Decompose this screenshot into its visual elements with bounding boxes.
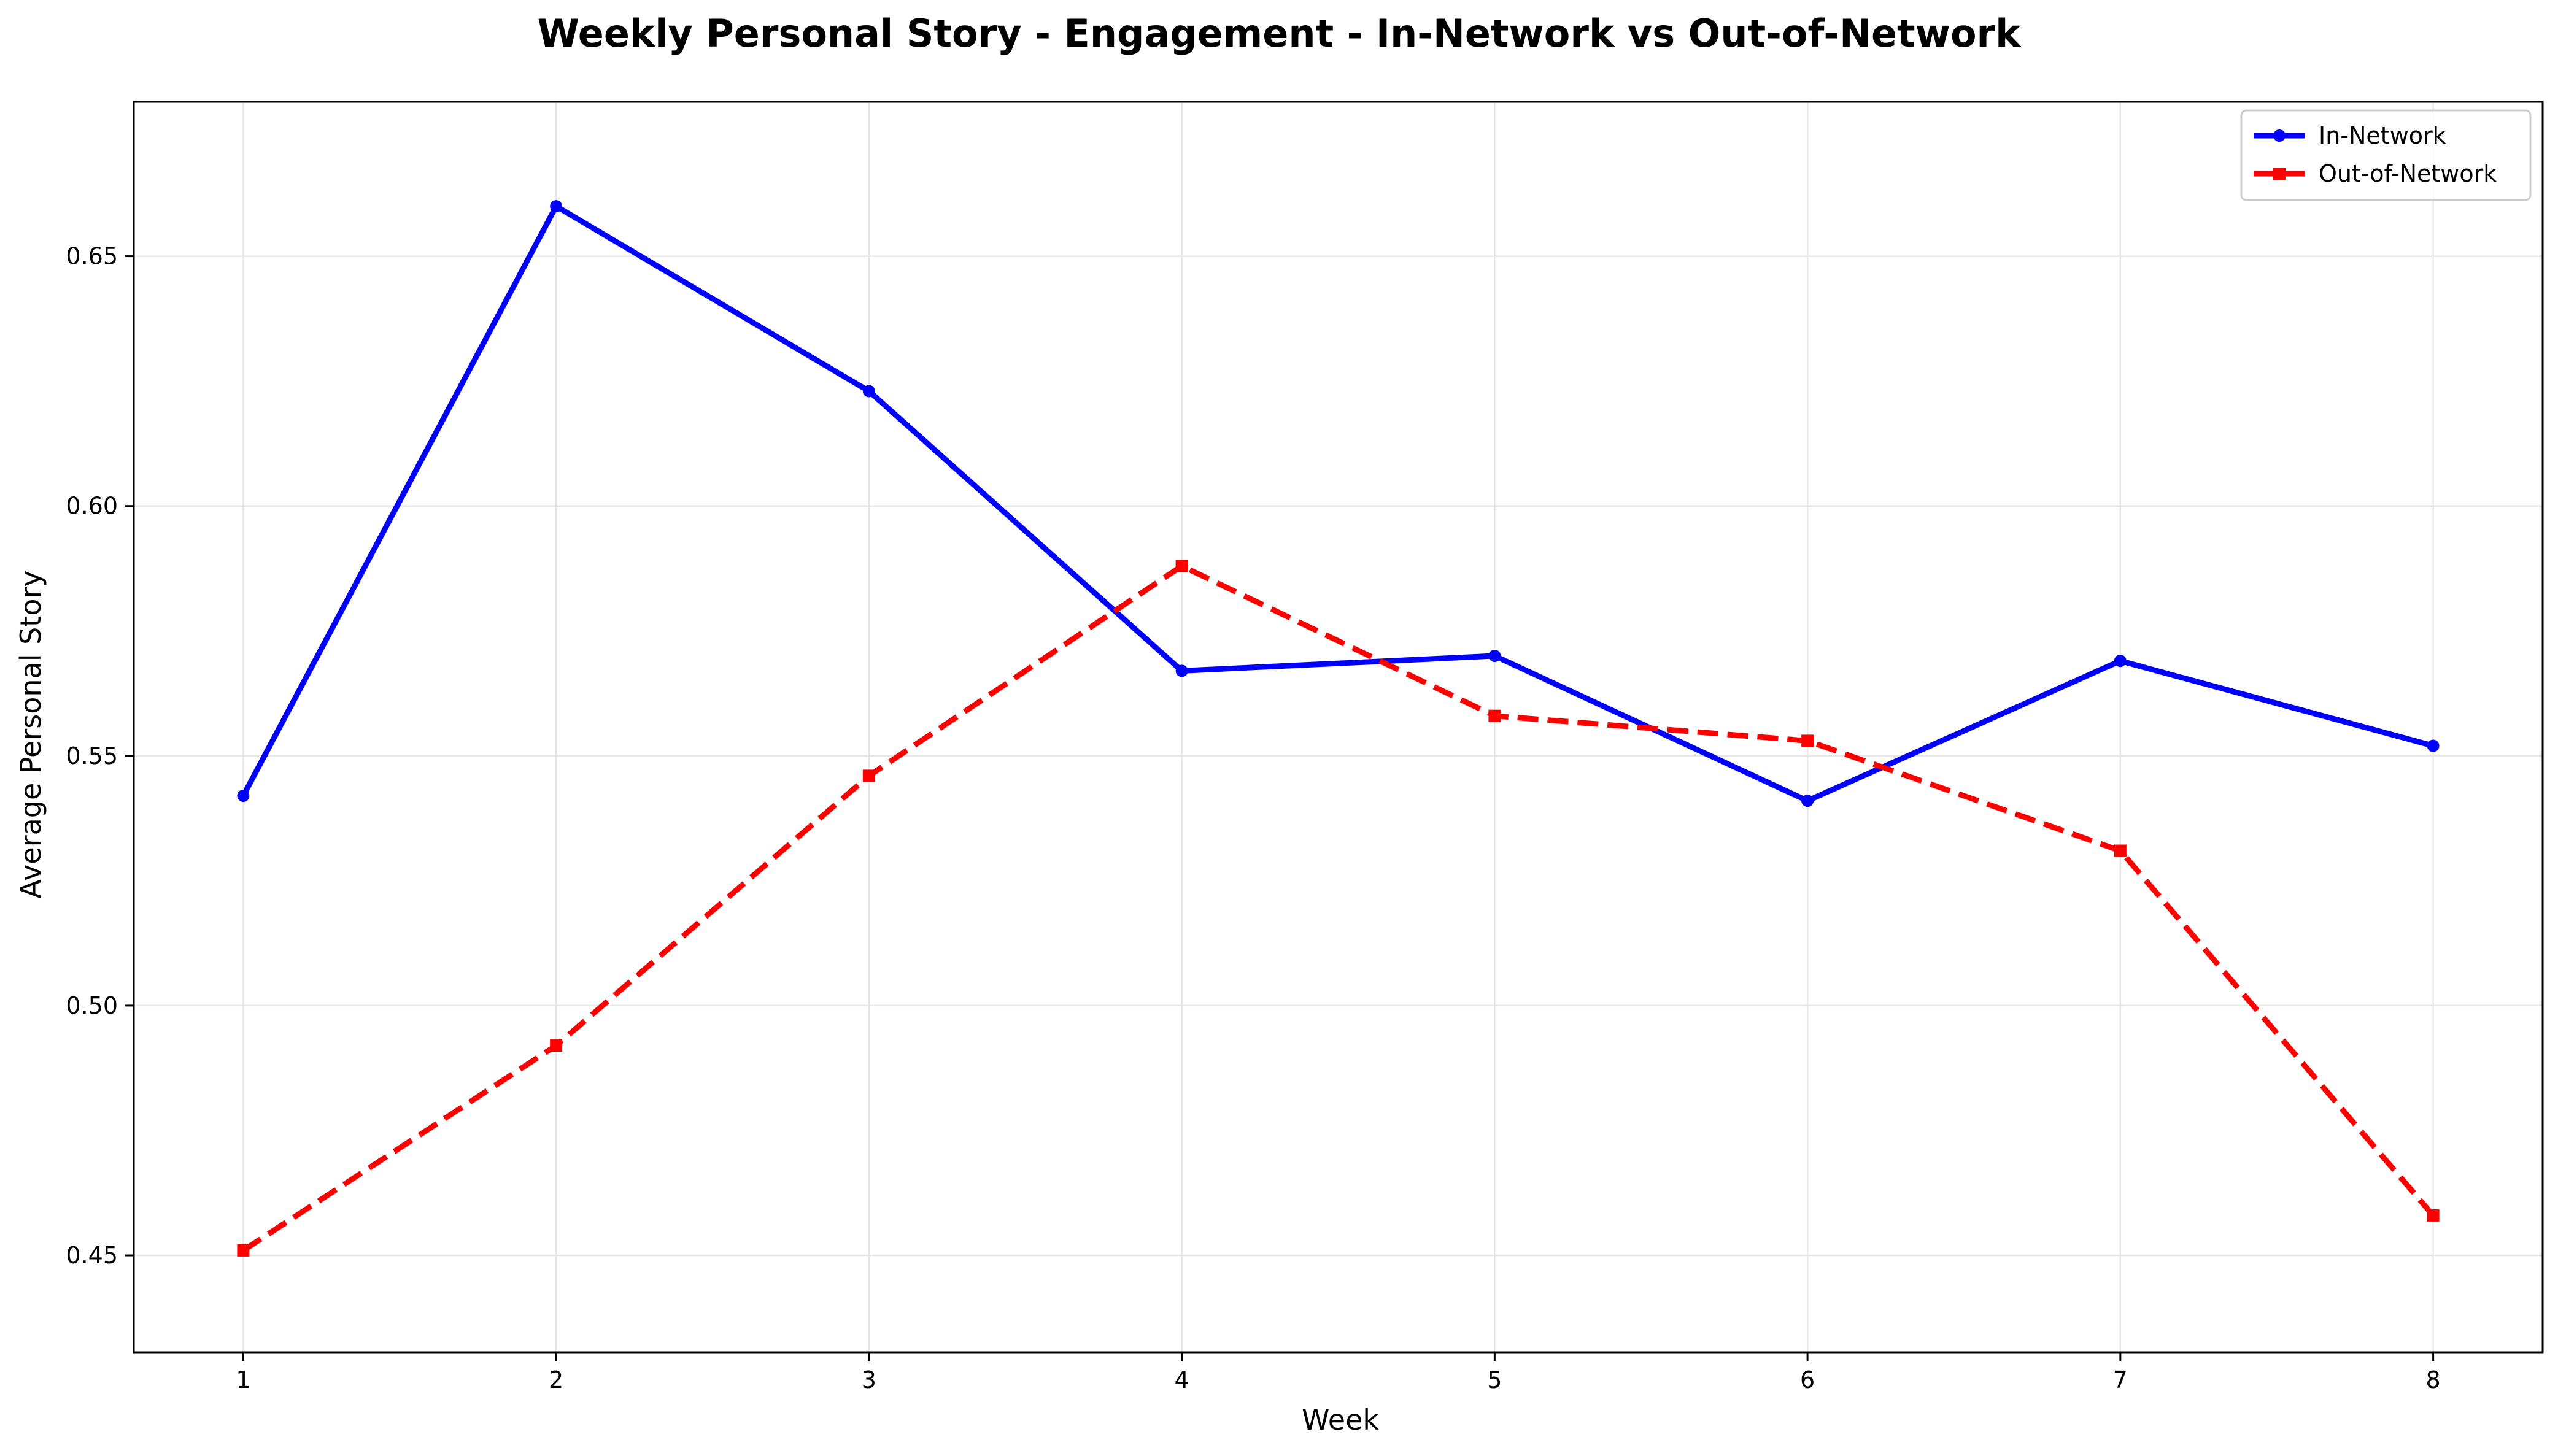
chart-title: Weekly Personal Story - Engagement - In-…	[538, 11, 2022, 56]
data-point	[237, 1244, 250, 1257]
data-point	[1175, 560, 1188, 572]
x-tick-label: 3	[862, 1366, 876, 1393]
x-tick-label: 2	[549, 1366, 563, 1393]
series-line	[241, 563, 2436, 1253]
series-in-network	[237, 200, 2440, 807]
legend-entry: In-Network	[2254, 122, 2446, 149]
data-point	[550, 200, 563, 213]
series-line	[241, 203, 2434, 804]
legend-label: In-Network	[2319, 122, 2446, 149]
y-tick-label: 0.65	[66, 243, 118, 270]
data-point	[1801, 795, 1814, 807]
x-tick-label: 1	[236, 1366, 250, 1393]
data-point	[1175, 664, 1188, 677]
data-point	[550, 1039, 563, 1052]
y-tick-label: 0.50	[66, 992, 118, 1019]
data-point	[1488, 709, 1501, 722]
data-point	[1801, 734, 1814, 747]
legend-box	[2240, 109, 2532, 201]
data-point	[2114, 655, 2127, 668]
axis-ticks: 1 2 3 4 5 6 7 8 0.45 0.50 0.55 0.60 0.65	[66, 243, 2440, 1393]
series-layer	[237, 200, 2440, 1257]
data-point	[862, 769, 875, 782]
x-tick-label: 4	[1175, 1366, 1189, 1393]
legend: In-Network Out-of-Network	[2240, 109, 2532, 201]
legend-label: Out-of-Network	[2319, 160, 2497, 187]
data-point	[862, 385, 875, 398]
grid-lines	[134, 102, 2543, 1352]
x-tick-label: 6	[1800, 1366, 1815, 1393]
data-point	[2427, 1209, 2440, 1222]
y-tick-label: 0.55	[66, 742, 118, 769]
legend-entry: Out-of-Network	[2254, 160, 2497, 187]
plot-area-frame	[133, 101, 2544, 1354]
x-axis-label: Week	[1302, 1403, 1379, 1436]
y-tick-label: 0.60	[66, 493, 118, 520]
data-point	[237, 789, 250, 802]
legend-marker	[2273, 129, 2286, 142]
y-axis-label: Average Personal Story	[14, 570, 47, 898]
legend-marker	[2273, 168, 2286, 180]
data-point	[2114, 844, 2127, 857]
data-point	[1488, 649, 1501, 662]
y-tick-label: 0.45	[66, 1242, 118, 1269]
x-tick-label: 8	[2425, 1366, 2440, 1393]
x-tick-label: 5	[1487, 1366, 1502, 1393]
x-tick-label: 7	[2113, 1366, 2128, 1393]
series-out-of-network	[237, 560, 2440, 1257]
data-point	[2427, 739, 2440, 752]
